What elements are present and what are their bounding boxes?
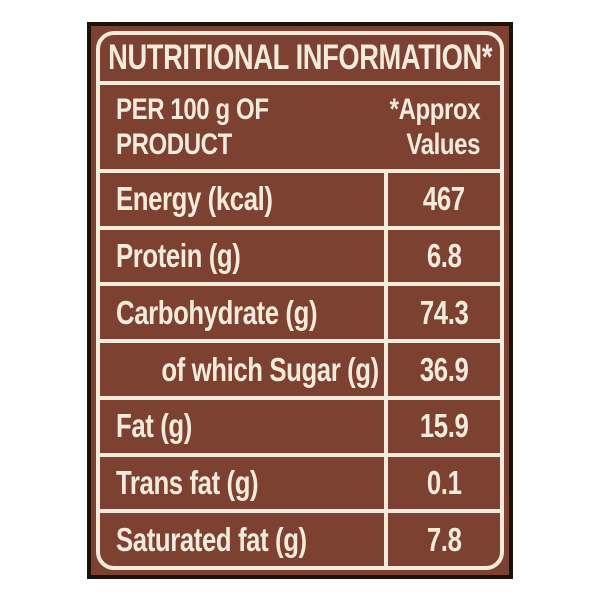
row-value-cell: 74.3 [388, 286, 500, 339]
row-value-cell: 7.8 [388, 513, 500, 566]
row-value-cell: 6.8 [388, 230, 500, 283]
approx-values-line1: *Approx [389, 92, 480, 126]
row-label-cell: Saturated fat (g) [100, 513, 388, 566]
row-value-cell: 0.1 [388, 457, 500, 510]
nutrition-table-frame: NUTRITIONAL INFORMATION* PER 100 g OF PR… [96, 31, 504, 570]
approx-values-header: *Approx Values [367, 92, 480, 163]
nutrition-table-title: NUTRITIONAL INFORMATION* [108, 38, 492, 77]
row-value-cell: 36.9 [388, 343, 500, 396]
row-value: 74.3 [419, 293, 469, 331]
row-value: 7.8 [426, 520, 462, 558]
nutrition-row-energy: Energy (kcal) 467 [100, 169, 500, 226]
row-label: Carbohydrate (g) [116, 293, 318, 331]
row-label-cell: Energy (kcal) [100, 173, 388, 226]
approx-values-line2: Values [406, 128, 480, 161]
nutrition-label: NUTRITIONAL INFORMATION* PER 100 g OF PR… [87, 22, 513, 579]
row-label: Fat (g) [116, 407, 192, 445]
row-value: 15.9 [419, 407, 469, 445]
row-label: Saturated fat (g) [116, 520, 307, 558]
nutrition-row-saturated-fat: Saturated fat (g) 7.8 [100, 509, 500, 566]
row-label-cell: of which Sugar (g) [100, 343, 388, 396]
per-100g-line1: PER 100 g OF [116, 92, 269, 126]
nutrition-row-carbohydrate: Carbohydrate (g) 74.3 [100, 282, 500, 340]
row-label-cell: Trans fat (g) [100, 456, 388, 510]
nutrition-row-trans-fat: Trans fat (g) 0.1 [100, 452, 500, 510]
nutrition-row-protein: Protein (g) 6.8 [100, 225, 500, 283]
row-value: 6.8 [426, 237, 462, 275]
nutrition-table-title-row: NUTRITIONAL INFORMATION* [100, 35, 500, 81]
row-label-cell: Carbohydrate (g) [100, 286, 388, 340]
per-100g-line2: PRODUCT [116, 128, 232, 161]
row-label: Trans fat (g) [116, 463, 259, 501]
row-label-cell: Protein (g) [100, 229, 388, 283]
nutrition-table-subheader-row: PER 100 g OF PRODUCT *Approx Values [100, 81, 500, 169]
per-100g-header: PER 100 g OF PRODUCT [116, 92, 307, 163]
row-value: 467 [423, 180, 465, 218]
row-value-cell: 15.9 [388, 400, 500, 453]
nutrition-row-fat: Fat (g) 15.9 [100, 395, 500, 453]
row-label: Energy (kcal) [116, 180, 273, 218]
row-value: 36.9 [419, 350, 469, 388]
row-label: Protein (g) [116, 237, 241, 275]
row-label: of which Sugar (g) [161, 350, 380, 388]
nutrition-row-sugar: of which Sugar (g) 36.9 [100, 339, 500, 396]
row-value: 0.1 [426, 463, 462, 501]
row-label-cell: Fat (g) [100, 399, 388, 453]
row-value-cell: 467 [388, 173, 500, 226]
